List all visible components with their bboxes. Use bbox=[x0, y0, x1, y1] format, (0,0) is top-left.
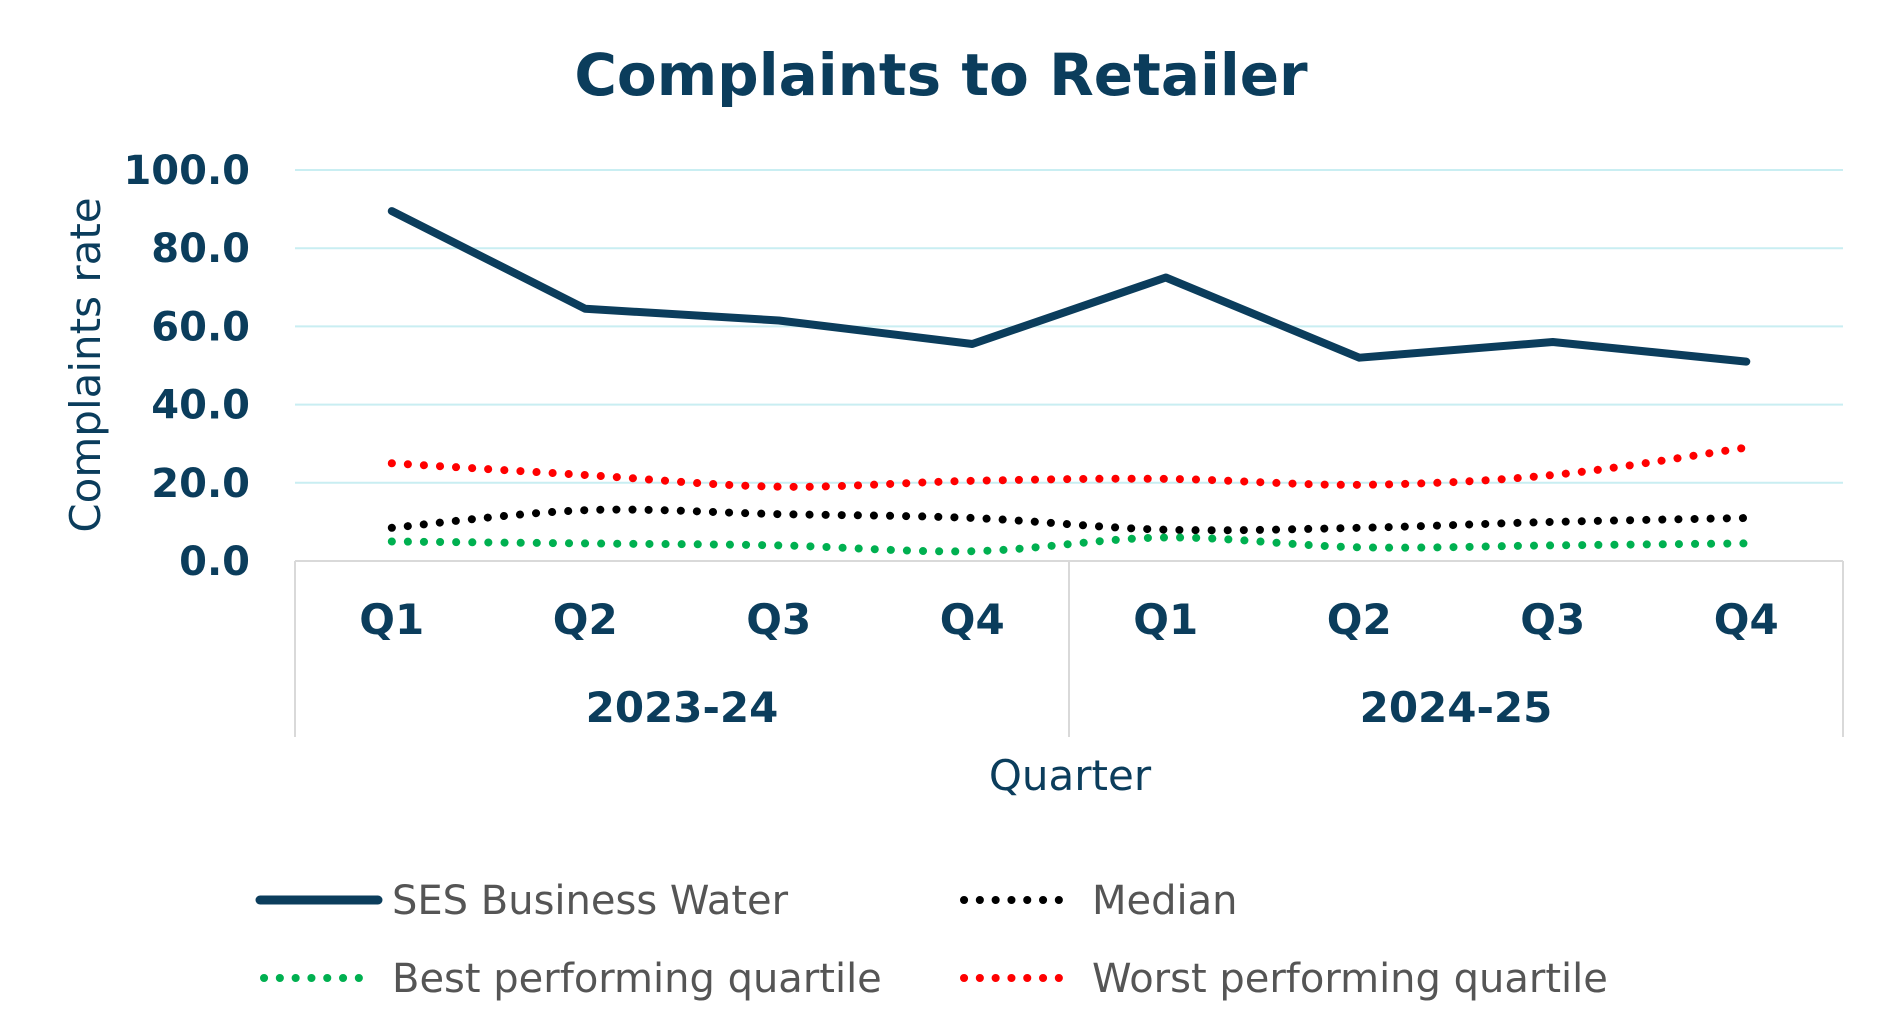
x-tick-label: Q3 bbox=[1520, 595, 1585, 644]
series-median bbox=[387, 505, 1751, 535]
y-tick-label: 40.0 bbox=[151, 383, 250, 429]
legend-item: SES Business Water bbox=[255, 878, 789, 924]
chart-title: Complaints to Retailer bbox=[574, 41, 1308, 109]
data-point bbox=[1746, 447, 1747, 448]
legend-label: Worst performing quartile bbox=[1092, 956, 1608, 1002]
series-best-performing-quartile bbox=[387, 533, 1751, 556]
y-axis-ticks: 0.0 20.0 40.0 60.0 80.0 100.0 bbox=[123, 148, 250, 585]
legend-label: SES Business Water bbox=[392, 878, 789, 924]
series-layer bbox=[387, 207, 1751, 556]
y-tick-label: 20.0 bbox=[151, 461, 250, 507]
legend-label: Median bbox=[1092, 878, 1238, 924]
legend-item: Best performing quartile bbox=[260, 956, 882, 1002]
x-axis-title: Quarter bbox=[989, 751, 1152, 800]
y-tick-label: 0.0 bbox=[179, 539, 250, 585]
x-tick-label: Q1 bbox=[359, 595, 424, 644]
series-line bbox=[387, 207, 1751, 366]
series-ses-business-water bbox=[387, 207, 1751, 366]
x-tick-label: Q4 bbox=[1714, 595, 1779, 644]
gridlines bbox=[295, 169, 1843, 484]
series-worst-performing-quartile bbox=[387, 443, 1751, 491]
y-axis-title: Complaints rate bbox=[61, 197, 110, 532]
group-label: 2023-24 bbox=[586, 683, 779, 732]
legend-label: Best performing quartile bbox=[392, 956, 882, 1002]
x-axis: Q1 Q2 Q3 Q4 Q1 Q2 Q3 Q4 2023-24 2024-25 bbox=[294, 560, 1844, 737]
legend-item: Worst performing quartile bbox=[960, 956, 1608, 1002]
series-line bbox=[387, 443, 1751, 491]
x-tick-label: Q3 bbox=[746, 595, 811, 644]
series-line bbox=[387, 533, 1751, 556]
x-tick-label: Q2 bbox=[1327, 595, 1392, 644]
group-label: 2024-25 bbox=[1360, 683, 1553, 732]
y-tick-label: 80.0 bbox=[151, 226, 250, 272]
x-tick-label: Q4 bbox=[940, 595, 1005, 644]
legend: SES Business Water Median Best performing … bbox=[255, 878, 1608, 1002]
y-tick-label: 100.0 bbox=[123, 148, 250, 194]
series-line bbox=[387, 505, 1751, 535]
x-tick-label: Q1 bbox=[1133, 595, 1198, 644]
legend-item: Median bbox=[960, 878, 1238, 924]
x-tick-label: Q2 bbox=[553, 595, 618, 644]
y-tick-label: 60.0 bbox=[151, 304, 250, 350]
